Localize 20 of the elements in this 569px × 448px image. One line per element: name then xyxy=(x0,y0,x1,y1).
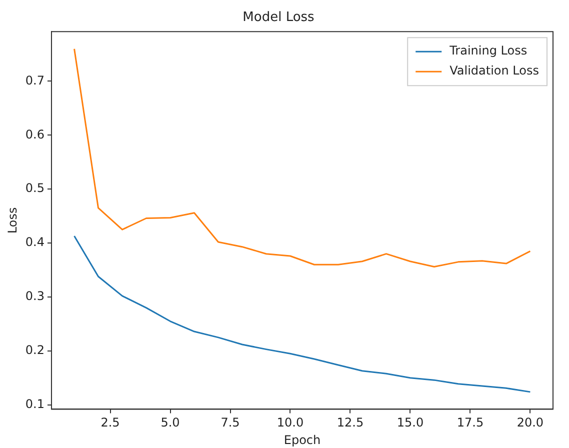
x-tick-label: 17.5 xyxy=(456,416,484,430)
y-tick-label: 0.4 xyxy=(25,235,44,250)
y-tick-label: 0.5 xyxy=(25,181,44,196)
y-tick-label: 0.1 xyxy=(25,397,44,412)
x-tick-label: 15.0 xyxy=(396,416,424,430)
x-tick-label: 12.5 xyxy=(336,416,364,430)
x-tick-label: 2.5 xyxy=(100,416,120,430)
legend-label: Validation Loss xyxy=(450,64,539,78)
x-tick-label: 20.0 xyxy=(516,416,544,430)
x-tick-label: 10.0 xyxy=(276,416,304,430)
y-tick-label: 0.2 xyxy=(25,343,44,358)
y-tick-label: 0.6 xyxy=(25,127,44,142)
y-tick-label: 0.7 xyxy=(25,73,44,88)
y-tick-label: 0.3 xyxy=(25,289,44,304)
x-tick-label: 7.5 xyxy=(220,416,240,430)
legend-label: Training Loss xyxy=(448,44,528,58)
chart-title: Model Loss xyxy=(242,10,315,26)
y-axis-title: Loss xyxy=(5,207,20,234)
x-axis-title: Epoch xyxy=(284,432,321,447)
x-tick-label: 5.0 xyxy=(160,416,180,430)
